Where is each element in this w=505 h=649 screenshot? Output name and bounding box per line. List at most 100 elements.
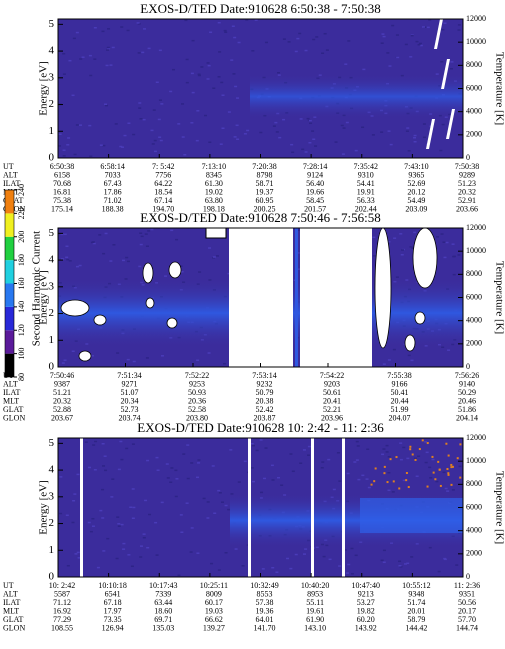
table-cell: 71.12: [53, 598, 71, 607]
speckle: [440, 61, 444, 63]
speckle: [185, 58, 189, 61]
gap: [80, 438, 83, 577]
table-cell: 202.44: [355, 204, 377, 213]
colorbar-segment: [5, 236, 14, 261]
speckle: [413, 134, 417, 137]
speckle: [93, 27, 97, 29]
table-cell: 9213: [358, 589, 374, 598]
speckle: [150, 129, 154, 132]
speckle: [437, 460, 440, 463]
speckle: [417, 43, 421, 46]
speckle: [230, 59, 234, 61]
speckle: [321, 52, 325, 54]
speckle: [93, 469, 97, 471]
table-cell: 66.62: [205, 615, 223, 624]
speckle: [392, 348, 396, 351]
speckle: [388, 65, 392, 67]
speckle: [58, 133, 62, 136]
table-cell: 9124: [307, 170, 323, 179]
speckle: [136, 22, 140, 24]
table-cell: 203.67: [51, 413, 73, 422]
table-cell: 67.43: [104, 179, 122, 188]
speckle: [90, 355, 94, 357]
speckle: [404, 563, 408, 565]
speckle: [166, 477, 170, 479]
speckle: [127, 122, 131, 124]
gap: [229, 228, 293, 367]
speckle: [445, 442, 448, 445]
speckle: [251, 50, 255, 52]
speckle: [410, 359, 414, 362]
streak: [446, 109, 455, 139]
speckle: [413, 137, 417, 139]
speckle: [274, 121, 278, 124]
speckle: [450, 463, 453, 466]
speckle: [96, 566, 100, 569]
speckle: [444, 487, 448, 490]
speckle: [338, 480, 342, 482]
speckle: [241, 565, 245, 567]
speckle: [91, 517, 95, 520]
speckle: [207, 352, 211, 354]
table-cell: 8009: [206, 589, 222, 598]
speckle: [413, 141, 417, 143]
speckle: [117, 523, 121, 525]
table-cell: 70.68: [53, 179, 71, 188]
speckle: [294, 553, 298, 556]
speckle: [104, 103, 108, 105]
speckle: [450, 61, 454, 63]
speckle: [387, 472, 391, 474]
speckle: [146, 546, 150, 549]
speckle: [380, 559, 384, 562]
speckle: [75, 31, 79, 34]
speckle: [233, 136, 237, 138]
speckle: [177, 574, 181, 577]
table-cell: 20.38: [256, 396, 274, 405]
speckle: [395, 456, 398, 459]
speckle: [223, 29, 227, 32]
speckle: [170, 467, 174, 469]
speckle: [291, 470, 295, 473]
table-cell: 9348: [408, 589, 424, 598]
speckle: [122, 548, 126, 550]
speckle: [112, 244, 116, 246]
speckle: [92, 242, 96, 245]
blob: [404, 334, 416, 352]
speckle: [170, 229, 174, 232]
speckle: [138, 102, 142, 104]
table-cell: 64.22: [154, 179, 172, 188]
speckle: [206, 501, 210, 503]
gap: [311, 438, 314, 577]
speckle: [451, 489, 455, 491]
table-cell: 10:40:20: [301, 581, 329, 590]
table-cell: 7:43:10: [404, 162, 428, 171]
speckle: [447, 473, 450, 476]
speckle: [399, 233, 403, 235]
speckle: [212, 256, 216, 258]
speckle: [66, 564, 70, 567]
colorbar-label: Second Harmonic Current: [31, 231, 43, 346]
table-cell: 75.38: [53, 196, 71, 205]
speckle: [404, 43, 408, 46]
streak: [426, 119, 435, 149]
speckle: [147, 47, 151, 50]
table-cell: 7:28:14: [303, 162, 327, 171]
speckle: [116, 516, 120, 518]
speckle: [246, 129, 250, 132]
speckle: [307, 445, 311, 448]
table-cell: 10:55:12: [402, 581, 430, 590]
speckle: [61, 362, 65, 364]
speckle: [109, 64, 113, 66]
speckle: [77, 557, 81, 559]
speckle: [391, 24, 395, 27]
speckle: [169, 481, 173, 483]
speckle: [280, 484, 284, 486]
speckle: [88, 124, 92, 127]
speckle: [139, 556, 143, 558]
speckle: [174, 495, 178, 498]
speckle: [148, 513, 152, 516]
gap: [342, 438, 345, 577]
speckle: [160, 501, 164, 504]
table-cell: 19.91: [357, 187, 375, 196]
y-tick-label: 4: [49, 464, 55, 476]
